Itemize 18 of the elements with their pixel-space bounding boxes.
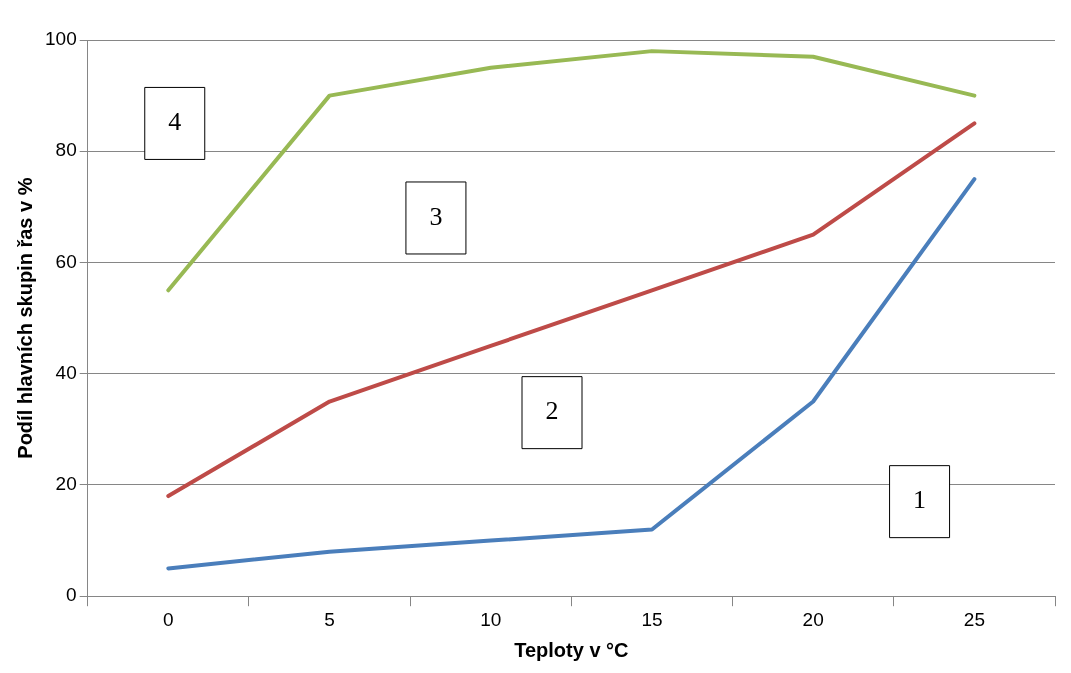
y-tick-label: 20 [55, 473, 77, 495]
x-tick-label: 10 [480, 608, 502, 630]
y-tick-label: 80 [55, 139, 77, 161]
annotation: 2 [545, 396, 559, 426]
x-tick-label: 15 [641, 608, 663, 630]
annotation: 3 [429, 201, 443, 231]
x-tick-label: 5 [324, 608, 335, 630]
y-tick-label: 0 [66, 584, 77, 606]
x-tick-label: 20 [802, 608, 824, 630]
x-tick-label: 25 [963, 608, 985, 630]
y-tick-label: 60 [55, 250, 77, 272]
annotation: 1 [913, 485, 927, 515]
x-tick-label: 0 [163, 608, 174, 630]
x-axis-title: Teploty v °C [514, 638, 629, 661]
y-tick-label: 40 [55, 361, 77, 383]
annotation: 4 [168, 107, 182, 137]
y-axis-title: Podíl hlavních skupin řas v % [13, 177, 36, 459]
y-tick-label: 100 [45, 28, 77, 50]
